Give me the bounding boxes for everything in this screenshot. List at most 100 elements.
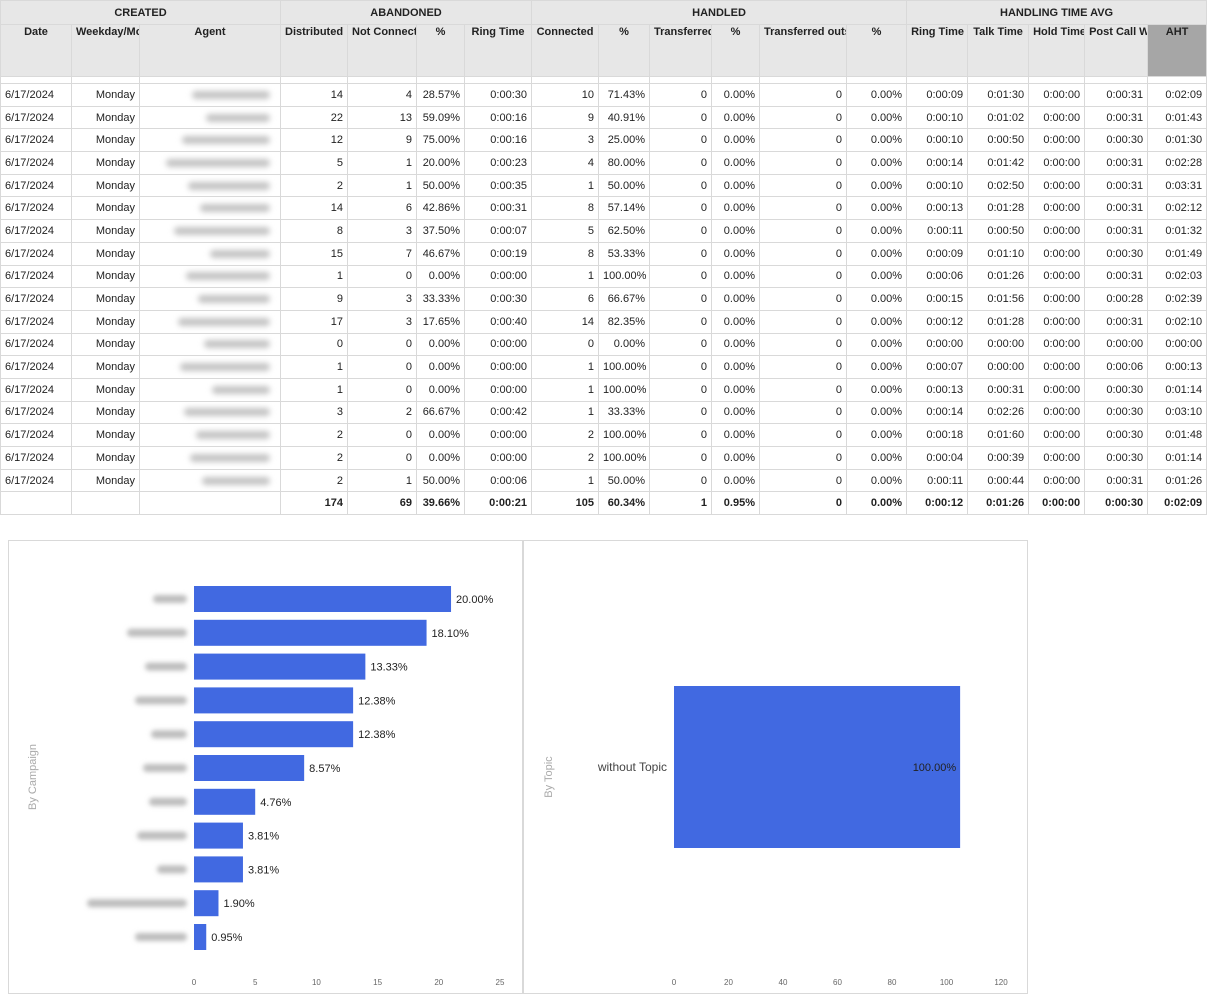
total-cell: 0.95%: [711, 491, 760, 516]
column-header[interactable]: Hold Time: [1028, 24, 1086, 77]
value-cell: 0:00:30: [464, 83, 532, 107]
totals-row: 174 69 39.66% 0:00:21 105 60.34% 1 0.95% 0 0.00% 0…: [0, 491, 1208, 516]
report-table: CREATED ABANDONED HANDLED HANDLING TIME AVG…: [0, 0, 1208, 516]
value-cell: 3: [347, 309, 417, 334]
column-header[interactable]: Distributed: [280, 24, 348, 77]
column-header[interactable]: Talk Time: [967, 24, 1030, 77]
column-header[interactable]: %: [416, 24, 465, 77]
total-cell: 1: [649, 491, 712, 516]
redacted-agent-name: [190, 453, 270, 462]
column-header[interactable]: Connected: [531, 24, 599, 77]
column-header[interactable]: Transferred outside CC: [759, 24, 847, 77]
value-cell: 0:00:30: [1084, 446, 1149, 470]
value-cell: 0:00:00: [1028, 241, 1086, 266]
value-cell: 0.00%: [416, 423, 465, 447]
value-cell: 1: [347, 173, 417, 198]
value-cell: 22: [280, 105, 348, 130]
column-header[interactable]: AHT: [1147, 24, 1208, 77]
value-cell: 0:00:00: [1028, 264, 1086, 289]
column-header[interactable]: Agent: [139, 24, 281, 77]
column-header[interactable]: Not Connected: [347, 24, 417, 77]
value-cell: 0.00%: [845, 377, 908, 402]
value-cell: 14: [531, 309, 599, 334]
column-header[interactable]: Ring Time: [464, 24, 532, 77]
value-cell: 0.00%: [845, 83, 908, 107]
value-cell: 0: [759, 173, 847, 198]
redacted-category-label: [135, 696, 187, 705]
value-cell: 0:00:00: [1028, 151, 1086, 175]
agent-cell: [139, 219, 281, 243]
value-cell: 2: [347, 400, 417, 425]
value-cell: 0:00:11: [906, 468, 969, 493]
value-cell: 0:00:13: [906, 196, 969, 221]
value-cell: 14: [280, 196, 348, 221]
value-cell: 62.50%: [598, 219, 650, 243]
redacted-agent-name: [184, 408, 270, 417]
value-cell: 0:00:06: [906, 264, 969, 289]
value-cell: 17.65%: [416, 309, 465, 334]
value-cell: 0:00:00: [1028, 128, 1086, 153]
table-row: 6/17/2024 Monday 1 0 0.00% 0:00:00 1 100.00% 0 0.…: [0, 355, 1208, 379]
redacted-agent-name: [196, 431, 270, 440]
x-tick-label: 10: [312, 978, 321, 987]
value-cell: 0:01:56: [967, 287, 1030, 311]
value-cell: 4: [531, 151, 599, 175]
value-cell: 0:00:00: [1028, 423, 1086, 447]
value-cell: 0: [759, 128, 847, 153]
value-cell: 0:00:06: [464, 468, 532, 493]
value-cell: 0.00%: [416, 377, 465, 402]
value-cell: 0:00:07: [464, 219, 532, 243]
bar[interactable]: [194, 924, 207, 950]
value-cell: 0:00:14: [906, 151, 969, 175]
total-cell: 0:00:30: [1084, 491, 1149, 516]
value-cell: 0:00:50: [967, 128, 1030, 153]
data-label: 3.81%: [248, 864, 279, 876]
bar[interactable]: [194, 687, 354, 714]
value-cell: 0: [347, 423, 417, 447]
column-header[interactable]: Date: [0, 24, 72, 77]
value-cell: 0.00%: [845, 400, 908, 425]
bar[interactable]: [194, 755, 305, 781]
table-row: 6/17/2024 Monday 2 0 0.00% 0:00:00 2 100.00% 0 0.…: [0, 423, 1208, 447]
bar[interactable]: [194, 586, 452, 612]
value-cell: 71.43%: [598, 83, 650, 107]
bar[interactable]: [194, 856, 243, 883]
value-cell: 0:00:35: [464, 173, 532, 198]
agent-cell: [139, 468, 281, 493]
value-cell: 3: [531, 128, 599, 153]
value-cell: 3: [347, 287, 417, 311]
bar[interactable]: [194, 619, 427, 646]
column-header[interactable]: Post Call Work Time: [1084, 24, 1149, 77]
value-cell: 0:00:12: [906, 309, 969, 334]
agent-cell: [139, 377, 281, 402]
value-cell: 0:01:14: [1147, 377, 1208, 402]
value-cell: 0:01:30: [967, 83, 1030, 107]
topic-chart: By Topic 0 20 40 60 80 100 120 without Topic 100.…: [543, 686, 1008, 987]
value-cell: 0.00%: [711, 151, 760, 175]
bar[interactable]: [194, 822, 243, 849]
table-row: 6/17/2024 Monday 15 7 46.67% 0:00:19 8 53.33% 0 0…: [0, 241, 1208, 266]
bar[interactable]: [674, 686, 961, 848]
bar[interactable]: [194, 721, 354, 748]
bar[interactable]: [194, 788, 256, 815]
value-cell: 0:00:31: [1084, 468, 1149, 493]
column-header[interactable]: %: [598, 24, 650, 77]
x-tick-label: 15: [373, 978, 382, 987]
value-cell: 0: [649, 332, 712, 357]
data-label: 12.38%: [358, 695, 396, 707]
value-cell: 1: [531, 264, 599, 289]
agent-cell: [139, 287, 281, 311]
value-cell: 0:00:30: [1084, 377, 1149, 402]
table-row: 6/17/2024 Monday 9 3 33.33% 0:00:30 6 66.67% 0 0.…: [0, 287, 1208, 311]
bar[interactable]: [194, 653, 366, 680]
bar[interactable]: [194, 890, 219, 917]
date-cell: 6/17/2024: [0, 400, 72, 425]
column-header[interactable]: Transferred within CC: [649, 24, 712, 77]
value-cell: 50.00%: [598, 468, 650, 493]
column-header[interactable]: Ring Time: [906, 24, 969, 77]
column-header[interactable]: %: [711, 24, 760, 77]
value-cell: 0:00:11: [906, 219, 969, 243]
column-header[interactable]: Weekday/Month/Year: [71, 24, 140, 77]
value-cell: 0.00%: [845, 468, 908, 493]
column-header[interactable]: %: [845, 24, 908, 77]
